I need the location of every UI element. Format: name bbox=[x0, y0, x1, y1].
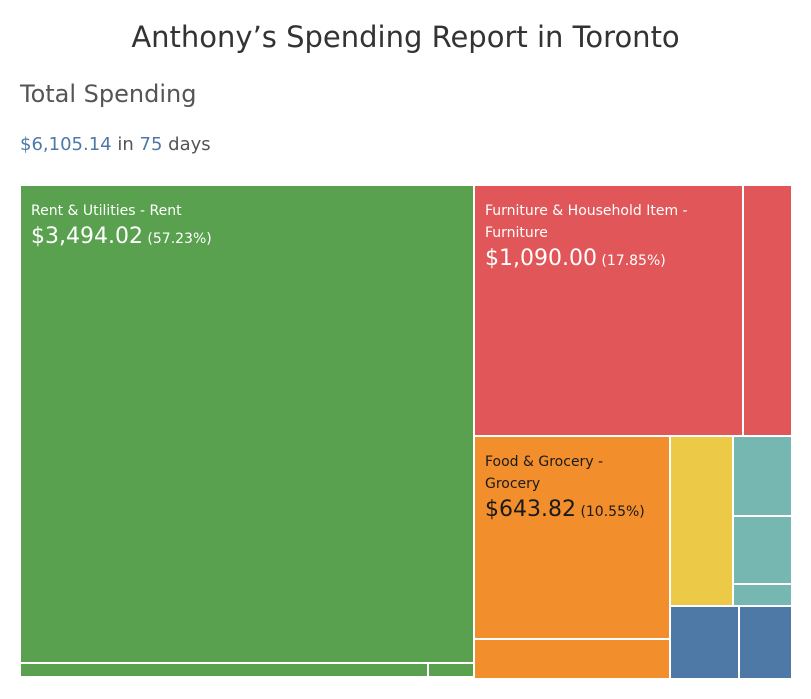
tile-rent-label: Rent & Utilities - Rent $3,494.02 (57.23… bbox=[31, 200, 463, 252]
tile-rent[interactable]: Rent & Utilities - Rent $3,494.02 (57.23… bbox=[21, 186, 475, 664]
tile-rent-category: Rent & Utilities - Rent bbox=[31, 203, 182, 219]
tile-teal-3[interactable] bbox=[734, 585, 791, 607]
tile-rent-amount: $3,494.02 bbox=[31, 224, 143, 249]
in-text: in bbox=[117, 134, 134, 155]
tile-furniture-amount: $1,090.00 bbox=[485, 246, 597, 271]
tile-teal-1[interactable] bbox=[734, 437, 791, 517]
total-amount: $6,105.14 bbox=[20, 134, 112, 155]
tile-furniture-label: Furniture & Household Item - Furniture $… bbox=[485, 200, 732, 274]
tile-rent-percent: (57.23%) bbox=[147, 231, 212, 247]
tile-teal-2[interactable] bbox=[734, 517, 791, 585]
tile-grocery-label: Food & Grocery - Grocery $643.82 (10.55%… bbox=[485, 451, 659, 525]
tile-grocery-amount: $643.82 bbox=[485, 497, 576, 522]
tile-grocery-category: Food & Grocery - Grocery bbox=[485, 454, 604, 492]
tile-grocery-small[interactable] bbox=[475, 640, 671, 678]
tile-blue-1[interactable] bbox=[671, 607, 740, 678]
tile-furniture[interactable]: Furniture & Household Item - Furniture $… bbox=[475, 186, 744, 437]
spending-treemap: Rent & Utilities - Rent $3,494.02 (57.23… bbox=[21, 186, 791, 678]
tile-yellow[interactable] bbox=[671, 437, 734, 607]
tile-grocery-percent: (10.55%) bbox=[580, 504, 645, 520]
tile-grocery[interactable]: Food & Grocery - Grocery $643.82 (10.55%… bbox=[475, 437, 671, 640]
tile-blue-2[interactable] bbox=[740, 607, 791, 678]
days-text: days bbox=[168, 134, 211, 155]
tile-rent-small-2[interactable] bbox=[429, 664, 475, 678]
days-count: 75 bbox=[139, 134, 163, 155]
tile-rent-small-1[interactable] bbox=[21, 664, 429, 678]
report-title: Anthony’s Spending Report in Toronto bbox=[131, 20, 680, 54]
tile-furniture-small[interactable] bbox=[744, 186, 791, 437]
total-spending-heading: Total Spending bbox=[20, 80, 197, 108]
spending-summary: $6,105.14 in 75 days bbox=[20, 134, 211, 155]
tile-furniture-percent: (17.85%) bbox=[601, 253, 666, 269]
tile-furniture-category: Furniture & Household Item - Furniture bbox=[485, 203, 688, 241]
